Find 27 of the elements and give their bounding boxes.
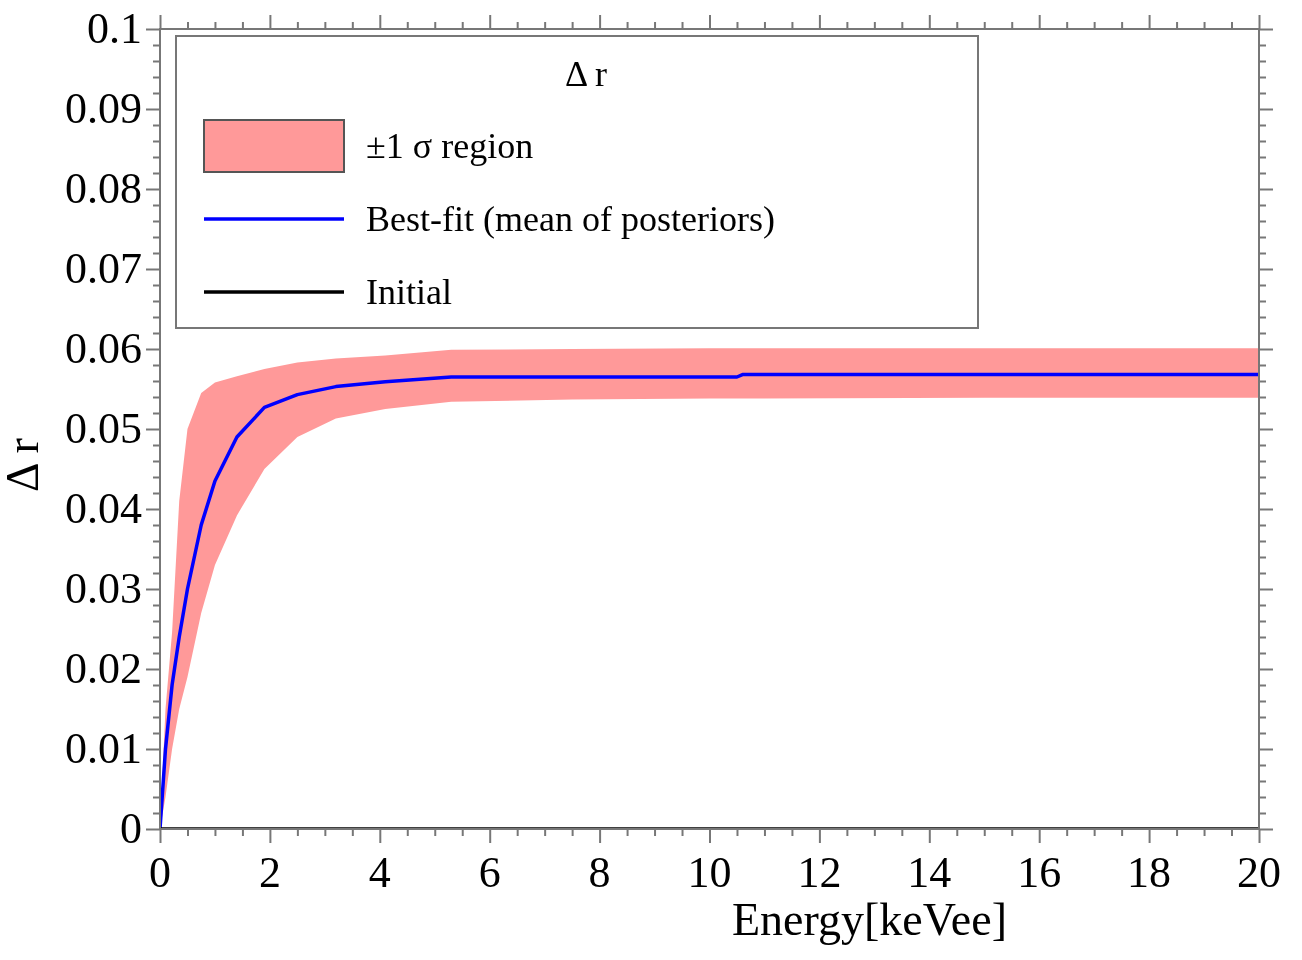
y-tick-label: 0.08 <box>65 164 142 213</box>
y-tick-label: 0.06 <box>65 324 142 373</box>
legend-label: Best-fit (mean of posteriors) <box>366 199 775 239</box>
y-tick-label: 0 <box>120 804 142 853</box>
x-tick-label: 6 <box>478 848 501 897</box>
y-tick-label: 0.03 <box>65 564 142 613</box>
x-tick-label: 12 <box>797 848 842 897</box>
y-axis-title: Δ r <box>0 438 48 492</box>
x-tick-label: 20 <box>1237 848 1281 897</box>
y-tick-label: 0.1 <box>87 4 142 53</box>
x-tick-label: 18 <box>1127 848 1172 897</box>
x-tick-label: 8 <box>588 848 611 897</box>
x-axis-title: Energy[keVee] <box>731 894 1008 945</box>
y-tick-label: 0.07 <box>65 244 142 293</box>
x-tick-label: 16 <box>1017 848 1062 897</box>
y-tick-label: 0.02 <box>65 644 142 693</box>
x-tick-label: 10 <box>687 848 732 897</box>
legend-title: Δ r <box>564 54 608 94</box>
y-tick-label: 0.04 <box>65 484 142 533</box>
legend-label: Initial <box>366 272 452 312</box>
x-tick-label: 14 <box>907 848 952 897</box>
y-tick-label: 0.01 <box>65 724 142 773</box>
x-tick-label: 2 <box>258 848 281 897</box>
y-tick-label: 0.05 <box>65 404 142 453</box>
annotation: ±1 σ region <box>366 126 534 166</box>
y-tick-label: 0.09 <box>65 84 142 133</box>
x-tick-label: 4 <box>368 848 391 897</box>
